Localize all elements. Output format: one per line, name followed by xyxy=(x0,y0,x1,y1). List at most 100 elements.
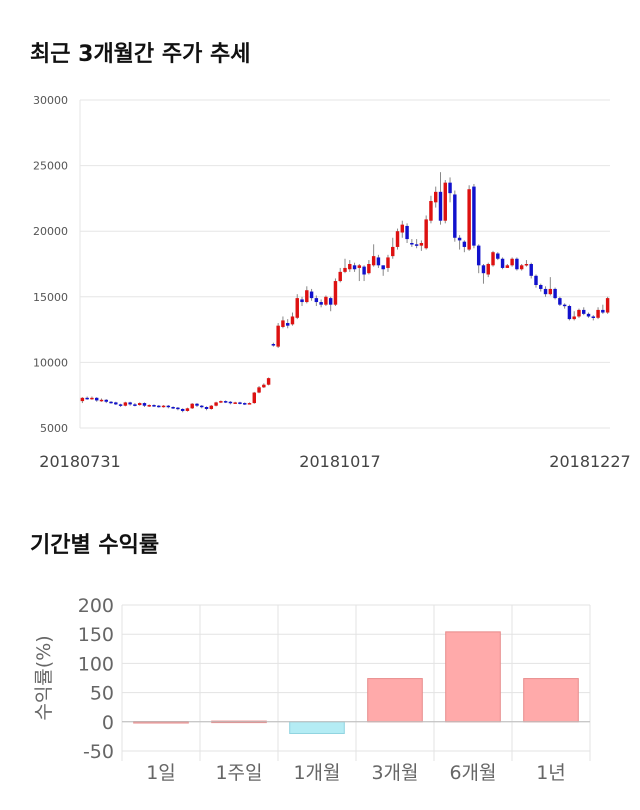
returns-bar xyxy=(367,678,423,723)
price-x-tick-label: 20181017 xyxy=(299,452,380,471)
price-y-tick-label: 10000 xyxy=(33,356,68,369)
candle-body xyxy=(496,253,500,259)
candle-body xyxy=(362,266,366,275)
candle-body xyxy=(276,325,280,347)
returns-y-tick-label: 0 xyxy=(102,712,114,734)
candle-body xyxy=(357,265,362,268)
candle-body xyxy=(233,402,237,404)
candle-body xyxy=(434,191,438,203)
candle-body xyxy=(438,191,443,221)
candle-body xyxy=(281,320,285,327)
returns-x-tick-label: 1개월 xyxy=(293,762,340,784)
candle-body xyxy=(467,189,471,250)
candle-body xyxy=(328,298,333,305)
candle-body xyxy=(305,290,309,303)
returns-bar xyxy=(289,721,345,734)
candle-body xyxy=(290,316,295,325)
candle-body xyxy=(214,402,218,406)
candle-body xyxy=(257,387,261,393)
candle-body xyxy=(104,399,108,402)
candle-body xyxy=(481,265,486,274)
candle-body xyxy=(371,256,376,266)
candle-body xyxy=(601,309,605,313)
returns-y-tick-label: -50 xyxy=(83,741,114,763)
candle-body xyxy=(348,264,352,270)
candle-body xyxy=(171,407,175,409)
candle-body xyxy=(271,344,276,346)
candle-body xyxy=(243,403,247,405)
candle-body xyxy=(553,288,557,299)
returns-y-tick-label: 200 xyxy=(78,595,114,617)
returns-x-tick-label: 1년 xyxy=(536,762,566,784)
candle-body xyxy=(562,304,567,307)
returns-y-tick-label: 100 xyxy=(78,653,114,675)
candle-body xyxy=(247,403,252,405)
candle-body xyxy=(577,309,581,317)
candle-body xyxy=(367,264,371,274)
candle-body xyxy=(319,302,323,305)
candle-body xyxy=(529,264,533,276)
candle-body xyxy=(80,397,85,402)
candle-body xyxy=(476,245,481,266)
candle-body xyxy=(142,403,147,406)
candle-body xyxy=(161,405,166,408)
candle-body xyxy=(414,244,419,246)
candle-body xyxy=(114,402,118,405)
price-x-tick-label: 20181227 xyxy=(549,452,630,471)
candle-body xyxy=(405,225,409,240)
candle-body xyxy=(128,402,132,405)
candle-body xyxy=(515,258,519,270)
candle-body xyxy=(381,265,385,270)
candle-body xyxy=(295,298,299,318)
candle-body xyxy=(228,401,233,404)
candle-body xyxy=(567,305,572,320)
candle-body xyxy=(457,237,462,241)
candle-body xyxy=(591,316,596,318)
candle-body xyxy=(180,408,185,411)
candle-body xyxy=(429,201,433,221)
candle-body xyxy=(510,258,514,266)
returns-x-tick-label: 1일 xyxy=(146,762,176,784)
price-x-tick-label: 20180731 xyxy=(39,452,120,471)
price-y-tick-label: 20000 xyxy=(33,225,68,238)
candle-body xyxy=(486,264,490,275)
returns-x-tick-label: 1주일 xyxy=(215,762,262,784)
candle-body xyxy=(137,403,142,406)
candle-body xyxy=(343,267,347,272)
candle-body xyxy=(391,246,395,257)
candle-body xyxy=(285,323,290,326)
candle-body xyxy=(118,404,123,406)
candle-body xyxy=(448,182,452,194)
candle-body xyxy=(324,296,328,305)
returns-bar xyxy=(211,720,267,724)
candle-body xyxy=(386,257,390,268)
price-y-tick-label: 5000 xyxy=(40,422,68,435)
candle-body xyxy=(333,281,338,305)
candle-body xyxy=(505,265,510,268)
returns-bar xyxy=(523,678,579,723)
candle-body xyxy=(558,298,562,305)
candle-body xyxy=(524,264,529,266)
candle-body xyxy=(519,265,524,270)
candle-body xyxy=(195,403,199,406)
returns-x-tick-label: 6개월 xyxy=(449,762,496,784)
price-y-tick-label: 15000 xyxy=(33,291,68,304)
candle-body xyxy=(338,271,342,282)
candle-body xyxy=(572,316,576,320)
candle-body xyxy=(223,401,228,403)
candle-body xyxy=(500,258,505,268)
candle-body xyxy=(410,243,414,245)
candle-body xyxy=(252,392,256,404)
candle-body xyxy=(85,397,89,400)
candle-body xyxy=(157,405,161,408)
returns-bar xyxy=(133,721,189,724)
candle-body xyxy=(166,405,171,408)
candle-body xyxy=(424,219,428,249)
candle-body xyxy=(300,299,304,303)
candle-body xyxy=(400,224,405,233)
candle-body xyxy=(376,257,381,266)
candle-body xyxy=(534,275,538,285)
candle-body xyxy=(596,309,600,318)
candle-body xyxy=(539,284,543,289)
candle-body xyxy=(204,407,209,409)
